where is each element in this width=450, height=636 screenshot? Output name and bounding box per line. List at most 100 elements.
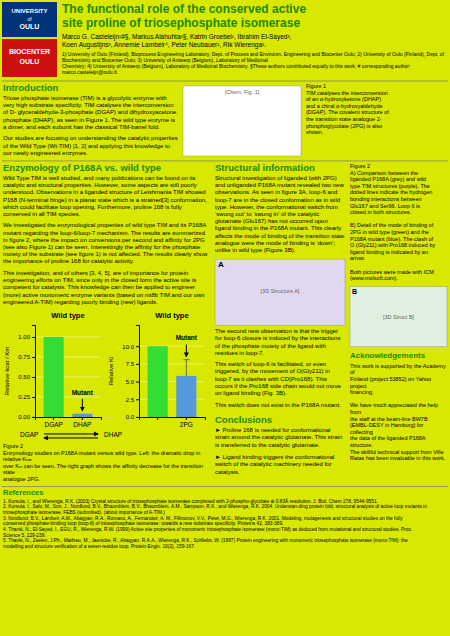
text-line: modelling and structure verification of … xyxy=(3,544,195,549)
text-line: moiety of the substrate (see figure 1) i… xyxy=(3,251,208,257)
figure-placeholder xyxy=(350,287,447,347)
text-line: of xyxy=(350,369,355,375)
section-title: Enzymology of P168A vs. wild type xyxy=(3,162,161,173)
text-line: state xyxy=(3,469,15,475)
marks xyxy=(44,337,93,417)
affiliations: 1) University of Oulu (Finland), Bioproc… xyxy=(62,51,445,75)
poster: UNIVERSITYofOULUBIOCENTEROULUThe functio… xyxy=(0,0,450,636)
text-line: 1. Kursula, I., and Wierenga, R.K. (2003… xyxy=(3,498,378,504)
y-tick-mark xyxy=(136,364,139,365)
chart-title: Wild type xyxy=(155,311,188,320)
caption: Figure 2A) Comparison between theligande… xyxy=(350,163,435,281)
logo-text: UNIVERSITY xyxy=(11,8,47,14)
section-title: Structural information xyxy=(215,162,315,173)
figure-placeholder xyxy=(183,86,301,156)
caption: Figure 2Enzymology studies on P168A muta… xyxy=(3,443,203,482)
text-line: This investigation, and of others [3, 4,… xyxy=(3,270,188,276)
x-tick-mark xyxy=(82,417,83,420)
y-tick-label: 10.0 xyxy=(122,344,134,350)
text-line: which could facilitate loop opening. Fur… xyxy=(2,204,182,210)
y-tick-mark xyxy=(136,399,139,400)
text-line: catalysis. xyxy=(215,469,240,475)
placeholder-text: [Chem. Fig. 1] xyxy=(225,89,260,95)
text-line: dotted lines indicate the hydrogen xyxy=(350,189,432,195)
logo-text: of xyxy=(27,16,32,22)
text-line: of an α-hydroxyketone (DHAP) xyxy=(306,96,381,102)
text-line: (DGAP). The covalent structure of xyxy=(306,109,389,115)
y-tick-mark xyxy=(136,346,139,347)
text-line: ► Ligand binding triggers the conformati… xyxy=(215,454,334,460)
logo-text: OULU xyxy=(20,23,40,30)
text-line: marco.casteleijn@oulu.fi. xyxy=(62,69,118,75)
separator xyxy=(2,81,448,82)
y-tick: 1.00 xyxy=(18,334,35,340)
x-tick: 2PG xyxy=(180,417,193,428)
text-line: a dimer, and each subunit has the classi… xyxy=(3,124,160,130)
x-tick-label: 2PG xyxy=(180,421,193,428)
y-tick: 10.0 xyxy=(122,344,139,350)
bar-chart: 0.000.250.500.751.00DGAPDHAPWild typeRel… xyxy=(4,311,102,428)
text-line: O (Gly211) with Pro168 induced by xyxy=(350,242,435,248)
text-line: very high substrate specificity. TIM cat… xyxy=(3,102,174,108)
text-line: analogue were the mode of binding is ‘do… xyxy=(215,240,335,246)
text-line: This switch of loop-6 is facilitated, or… xyxy=(215,361,326,367)
section-title: Introduction xyxy=(3,82,59,93)
text-line: (www.molsoft.com). xyxy=(350,275,398,281)
text-line: and unliganded P168A mutant revealed two… xyxy=(215,182,344,188)
text-line: B) Detail of the mode of binding of xyxy=(350,222,434,228)
y-tick: 0.50 xyxy=(18,374,35,380)
figure-placeholder xyxy=(215,259,345,325)
plot-area: 0.02.55.07.510.02PG xyxy=(122,325,205,427)
text-line: collecting xyxy=(350,429,373,435)
authors: Marco G. Casteleijn¹#§, Markus Alahuhta²… xyxy=(62,33,292,49)
text-line: shown. xyxy=(306,129,324,135)
text-line: type TIM structures (purple). The xyxy=(350,183,430,189)
y-tick: 0.0 xyxy=(126,414,139,420)
text-line: the staff at the beam-line BW7B xyxy=(350,416,428,422)
placeholder-text: [3D Structure A] xyxy=(261,288,300,294)
text-line: the transition state analogue 2- xyxy=(306,116,382,122)
text-line: over Kₘ can be seen. The right graph sho… xyxy=(3,463,203,469)
arrow xyxy=(44,433,98,434)
text-line: structure. xyxy=(350,442,373,448)
x-tick-label: DGAP xyxy=(44,421,62,428)
text-line: mutant regarding the loop-6/loop-7 mecha… xyxy=(3,230,205,236)
reaction-text: DHAP xyxy=(104,431,122,438)
text-line: loop-7 are in the closed conformation as… xyxy=(215,197,340,203)
logo-text: OULU xyxy=(20,58,40,65)
text-line: Enzymology studies on P168A mutant versu… xyxy=(3,450,200,456)
section-title: Acknowledgements xyxy=(350,351,426,360)
text-line: of D- glyceraldehyde-3-phosphate (DGAP) … xyxy=(3,109,177,115)
x-tick-mark xyxy=(53,417,54,420)
y-tick: 7.5 xyxy=(126,361,139,367)
text-line: for loop-6 closure is induced by the int… xyxy=(215,335,340,341)
marks xyxy=(148,346,197,417)
text-line: observations. As seen in figure 3A, loop… xyxy=(215,189,337,195)
text-line: Marco G. Casteleijn¹#§, Markus Alahuhta²… xyxy=(62,33,292,41)
text-line: Wild Type TIM is well studied, and many … xyxy=(3,175,196,181)
text-line: Ratas has been invaluable in this work. xyxy=(350,455,446,461)
text-line: the importance of proline 168 for cataly… xyxy=(3,258,134,264)
text-line: arrow. xyxy=(350,255,365,261)
y-axis-title: Relative kcat / Km xyxy=(4,347,10,395)
error-bar xyxy=(183,360,189,376)
text-line: P168A mutant (blue). The clash of xyxy=(350,236,434,242)
text-line: competent for catalysis. This knowledge … xyxy=(3,284,195,290)
text-line: triggered, by the movement of O(Gly211) … xyxy=(215,368,330,374)
text-line: (more) active monomeric enzyme variants … xyxy=(3,292,205,298)
arrow xyxy=(44,437,98,438)
y-tick-mark xyxy=(32,417,35,418)
text-line: type. However, the conformational switch… xyxy=(215,204,338,210)
y-tick-label: 0.25 xyxy=(18,394,30,400)
text-line: unlike in wild type (Figure 3B). xyxy=(215,247,296,253)
text-line: Both pictures were made with ICM xyxy=(350,269,434,275)
text-line: occurs if the Pro168 side chain would no… xyxy=(215,383,341,389)
text-line: Figure 2 xyxy=(350,163,370,169)
text-line: P168 (N-terminal hinge) in a planar stat… xyxy=(3,197,207,203)
text-line: understood. Observations in a liganded s… xyxy=(3,189,206,195)
text-line: ‘swung out’ to ‘swung in’ of the catalyt… xyxy=(215,211,319,217)
logo-text: BIOCENTER xyxy=(9,48,50,55)
title: The functional role of the conserved act… xyxy=(62,2,306,30)
y-tick: 0.25 xyxy=(18,394,35,400)
text-line: catalytic and structural properties. How… xyxy=(3,182,197,188)
